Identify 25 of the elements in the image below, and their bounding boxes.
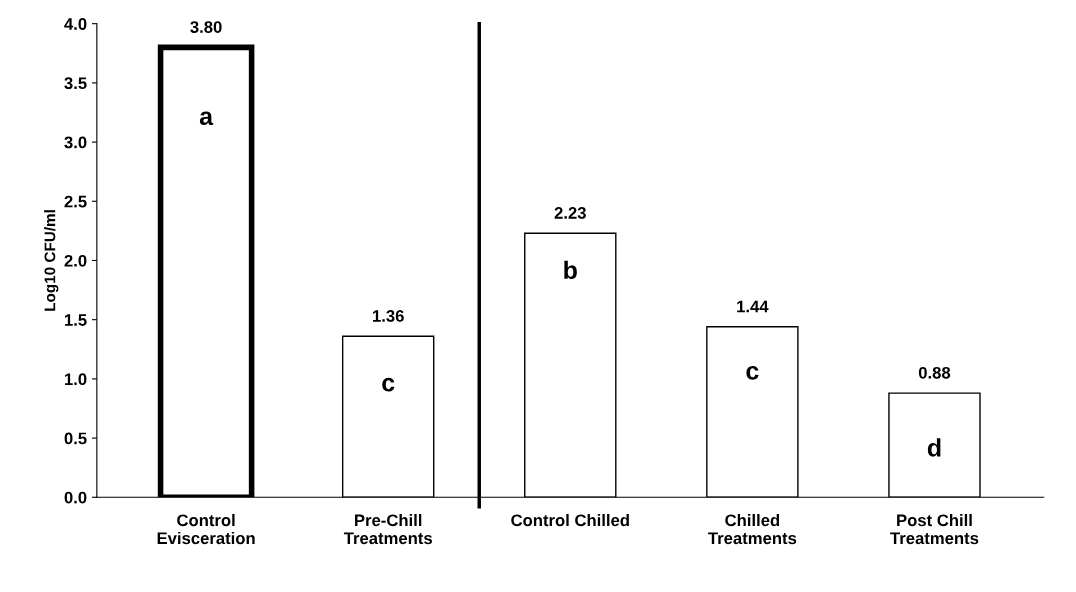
y-tick-label: 0.5 <box>64 432 87 445</box>
data-label: 2.23 <box>554 207 586 219</box>
y-tick-label: 1.0 <box>65 373 87 386</box>
y-tick-label: 3.5 <box>64 77 87 90</box>
annotation: c <box>746 365 759 380</box>
x-tick-label: Control Chilled <box>511 513 629 527</box>
y-axis-title: Log10 CFU/ml <box>44 210 59 311</box>
data-label: 0.88 <box>918 366 951 379</box>
data-label: 1.36 <box>373 310 404 322</box>
annotation: d <box>927 438 941 457</box>
y-tick-label: 2.0 <box>64 254 87 267</box>
annotation: b <box>564 260 577 280</box>
data-label: 1.44 <box>737 300 769 313</box>
y-tick-label: 2.5 <box>64 195 87 208</box>
annotation: a <box>199 111 214 126</box>
y-tick-label: 0.0 <box>64 491 87 504</box>
data-label: 3.80 <box>190 21 222 33</box>
y-tick-label: 4.0 <box>64 18 87 30</box>
x-tick-label: Post Chill Treatments <box>890 513 979 545</box>
x-tick-label: Pre-Chill Treatments <box>343 513 432 545</box>
y-tick-label: 3.0 <box>64 136 87 149</box>
x-tick-label: Chilled Treatments <box>708 513 797 545</box>
annotation: c <box>382 377 395 392</box>
y-tick-label: 1.5 <box>65 314 87 326</box>
x-tick-label: Control Evisceration <box>157 513 255 545</box>
